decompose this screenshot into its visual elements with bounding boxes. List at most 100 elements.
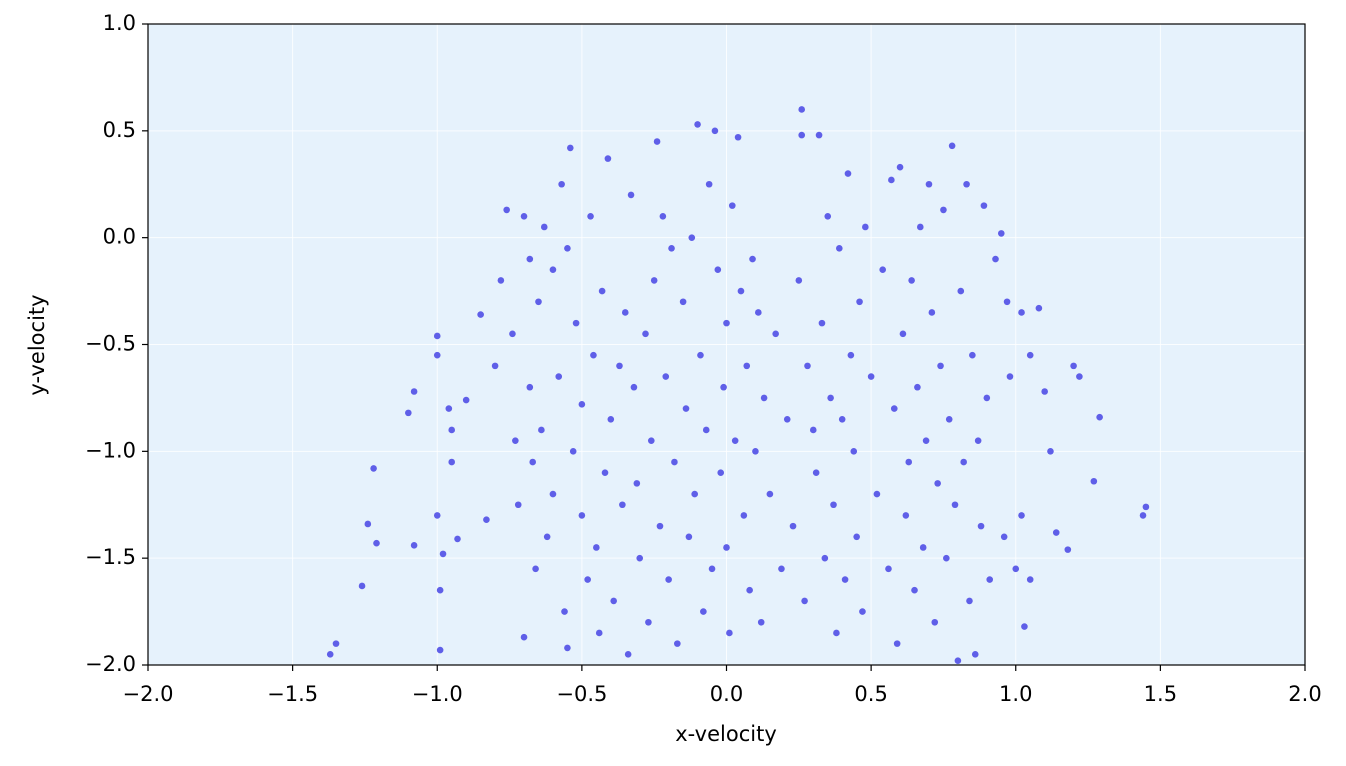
point [593, 544, 600, 551]
point [332, 640, 340, 647]
point [549, 490, 557, 498]
point [607, 415, 615, 423]
point [755, 309, 762, 316]
point [914, 383, 921, 391]
point [908, 277, 915, 284]
point [804, 362, 811, 370]
point [911, 586, 918, 594]
point [373, 539, 380, 547]
point [899, 330, 907, 338]
point [700, 608, 707, 615]
point [974, 437, 982, 444]
point [564, 245, 571, 252]
point [951, 501, 959, 509]
point [740, 512, 748, 519]
point [1090, 477, 1098, 485]
point [757, 618, 765, 626]
point [983, 394, 991, 402]
x-tick-label: 1.5 [1144, 682, 1177, 706]
point [433, 351, 441, 359]
x-tick-label: −1.0 [412, 682, 463, 706]
point [590, 351, 597, 359]
point [862, 223, 869, 231]
point [728, 202, 736, 209]
point [789, 522, 797, 530]
point [656, 522, 664, 530]
point [512, 437, 519, 444]
point [659, 213, 667, 220]
point [462, 396, 470, 404]
point [1041, 388, 1048, 395]
point [859, 608, 866, 615]
point [1026, 576, 1034, 583]
y-tick-label: −1.0 [85, 438, 136, 462]
point [925, 180, 933, 188]
point [980, 202, 988, 209]
point [636, 554, 644, 562]
point [497, 277, 505, 284]
point [491, 362, 499, 370]
point [997, 230, 1005, 237]
point [896, 163, 904, 171]
point [830, 501, 837, 509]
point [448, 458, 456, 466]
x-tick-label: 0.5 [854, 682, 887, 706]
point [705, 180, 713, 188]
point [619, 501, 626, 509]
point [569, 448, 577, 455]
point [795, 277, 803, 284]
point [726, 629, 733, 637]
point [668, 245, 675, 252]
point [514, 501, 522, 509]
point [433, 512, 441, 519]
point [405, 409, 412, 417]
point [905, 458, 913, 466]
point [963, 180, 970, 188]
point [1006, 373, 1014, 380]
point [743, 362, 751, 370]
point [772, 330, 779, 338]
point [919, 544, 927, 551]
point [948, 142, 956, 150]
point [723, 319, 730, 327]
point [708, 565, 716, 573]
point [477, 311, 484, 318]
point [555, 373, 563, 380]
x-tick-label: 0.0 [710, 682, 743, 706]
point [824, 213, 832, 220]
point [436, 646, 444, 654]
point [812, 469, 820, 477]
x-tick-label: −0.5 [556, 682, 607, 706]
point [601, 469, 609, 477]
point [815, 131, 823, 139]
point [940, 206, 947, 214]
point [483, 516, 490, 524]
point [922, 437, 930, 444]
point [737, 287, 745, 295]
point [679, 298, 687, 306]
point [540, 223, 548, 231]
point [928, 309, 936, 316]
point [439, 550, 447, 558]
point [1026, 351, 1034, 359]
point [778, 565, 785, 573]
point [734, 133, 742, 141]
point [873, 490, 881, 498]
y-tick-label: 0.0 [103, 225, 136, 249]
point [720, 383, 727, 391]
point [445, 405, 453, 412]
point [798, 106, 806, 113]
point [448, 426, 456, 434]
point [564, 644, 571, 652]
point [847, 351, 855, 359]
point [1012, 565, 1020, 573]
point [1000, 533, 1008, 541]
point [1018, 512, 1025, 519]
point [410, 542, 418, 549]
point [543, 533, 551, 541]
point [647, 437, 655, 444]
point [986, 576, 994, 583]
point [595, 629, 603, 637]
point [503, 206, 510, 214]
